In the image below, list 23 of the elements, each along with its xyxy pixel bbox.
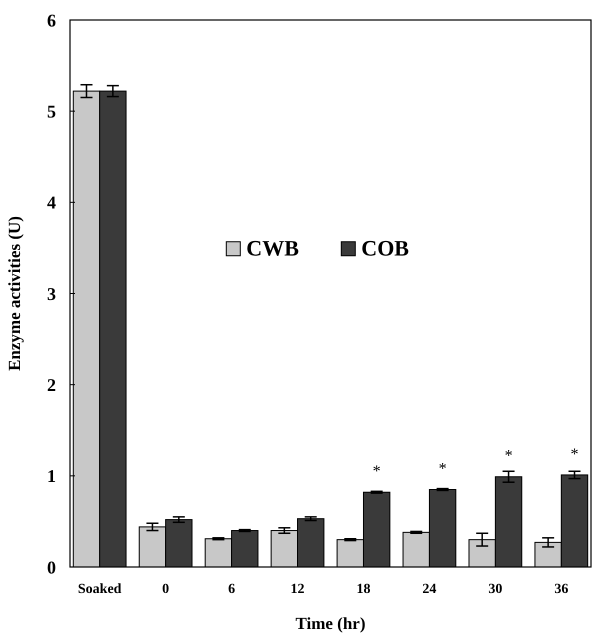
x-axis-title: Time (hr) — [295, 614, 366, 633]
annotation: * — [504, 448, 513, 465]
y-tick-label: 5 — [47, 101, 56, 122]
x-tick-label: 6 — [228, 582, 236, 597]
x-tick-label: 12 — [290, 582, 305, 597]
annotation: * — [438, 460, 447, 478]
y-tick-label: 0 — [47, 557, 56, 578]
x-tick-label: 30 — [488, 582, 502, 597]
x-tick-label: 24 — [422, 582, 436, 597]
y-tick-label: 3 — [47, 284, 56, 304]
y-tick-label: 2 — [47, 374, 56, 395]
legend-label: COB — [361, 236, 410, 261]
x-tick-label: 36 — [554, 582, 568, 597]
x-tick-label: 0 — [162, 582, 170, 597]
x-tick-label: Soaked — [78, 582, 122, 597]
annotation: * — [372, 463, 381, 480]
x-tick-label: 18 — [356, 582, 370, 597]
y-tick-label: 1 — [47, 466, 56, 486]
legend-label: CWB — [246, 236, 300, 261]
y-tick-label: 6 — [47, 10, 56, 30]
annotation: * — [570, 446, 579, 463]
y-axis-title: Enzyme activities (U) — [5, 216, 24, 371]
y-tick-label: 4 — [47, 192, 56, 213]
